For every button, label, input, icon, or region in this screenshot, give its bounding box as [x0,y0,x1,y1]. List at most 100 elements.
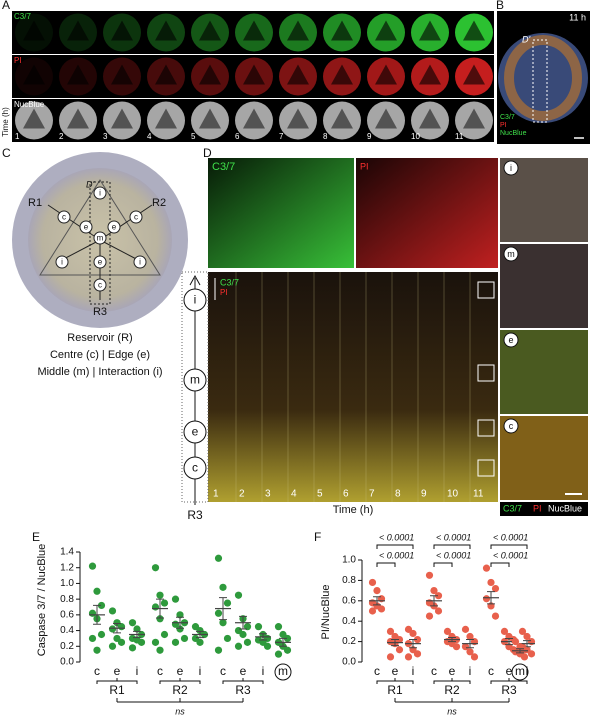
label: < 0.0001 [379,550,414,560]
label: 6 [235,132,240,141]
dot [386,627,395,636]
label: R3 [187,508,203,522]
dot [368,607,377,615]
marker [129,210,143,224]
marker [107,220,121,234]
label: i [61,258,63,267]
label: E [32,530,40,544]
dot [461,643,470,651]
dot [482,595,491,603]
triangle [243,20,265,41]
dot [491,584,500,593]
label: 1 [213,489,219,500]
dot [404,653,413,661]
label: Caspase 3/7 / NucBlue [36,544,48,657]
dot [223,599,232,607]
triangle [331,20,353,41]
y-tick-label: 0.8 [60,594,74,605]
label: i [199,664,202,678]
dot [470,653,479,661]
dot [466,632,474,641]
label: PI [500,122,507,129]
comparison-bracket [376,544,414,549]
y-tick-label: 1.0 [342,555,356,566]
triangle [463,20,485,41]
label: PI [533,503,542,513]
label: e [506,664,513,678]
image [208,158,354,268]
dot [219,619,227,627]
label: i [510,163,512,173]
triangle [287,108,309,129]
dot [500,627,509,636]
roi [477,281,495,299]
section-box [89,181,111,305]
label: m [97,234,104,243]
dot [108,625,117,633]
triangle [111,20,133,41]
label: c [488,664,494,678]
triangle [463,108,485,129]
marker [55,255,69,269]
dot [491,612,500,620]
triangle [23,108,45,129]
error-bar [239,615,247,630]
label: R1 [387,683,403,697]
zone [183,368,207,392]
label: m [278,664,288,678]
dot [254,623,263,631]
triangle [199,108,221,129]
label: c [98,281,102,290]
label: e [112,223,117,232]
label: Middle (m) | Interaction (i) [37,366,162,378]
y-tick-label: 1.2 [60,562,74,573]
dot [128,644,137,652]
dot [137,638,146,646]
dot [156,615,164,623]
roi [477,419,495,437]
dot [386,653,395,661]
dot [171,595,180,603]
label: Reservoir (R) [67,332,132,344]
label: e [177,664,184,678]
label: 5 [191,132,196,141]
y-tick-label: 0.4 [60,625,74,636]
label: i [526,664,529,678]
error-bar [93,604,101,625]
error-bar [259,633,267,641]
label: PI [14,56,22,65]
label: C [2,146,11,160]
y-tick-label: 0.6 [342,595,356,606]
label: e [98,258,103,267]
triangle [287,64,309,85]
comparison-bracket [376,562,396,567]
dot [243,623,252,631]
label: 11 [473,489,484,500]
group-bracket [159,678,201,684]
label: c [157,664,163,678]
label: R2 [172,683,188,697]
dot [487,578,495,587]
dot [263,642,272,650]
label: 11 [455,132,464,141]
triangle [375,108,397,129]
error-bar [505,638,513,646]
triangle [419,64,441,85]
label: < 0.0001 [436,532,471,542]
label: c [220,664,226,678]
dot [128,619,137,627]
label: NucBlue [500,130,527,137]
dot [223,634,232,643]
dot [234,642,243,650]
dot [443,627,452,636]
label: C3/7 [14,12,31,21]
comparison-bracket [433,562,453,567]
label: e [449,664,456,678]
label: < 0.0001 [493,532,528,542]
inset-marker [503,160,519,176]
dot [160,630,169,639]
dot [108,607,117,615]
triangle [155,20,177,41]
dot [108,642,117,650]
